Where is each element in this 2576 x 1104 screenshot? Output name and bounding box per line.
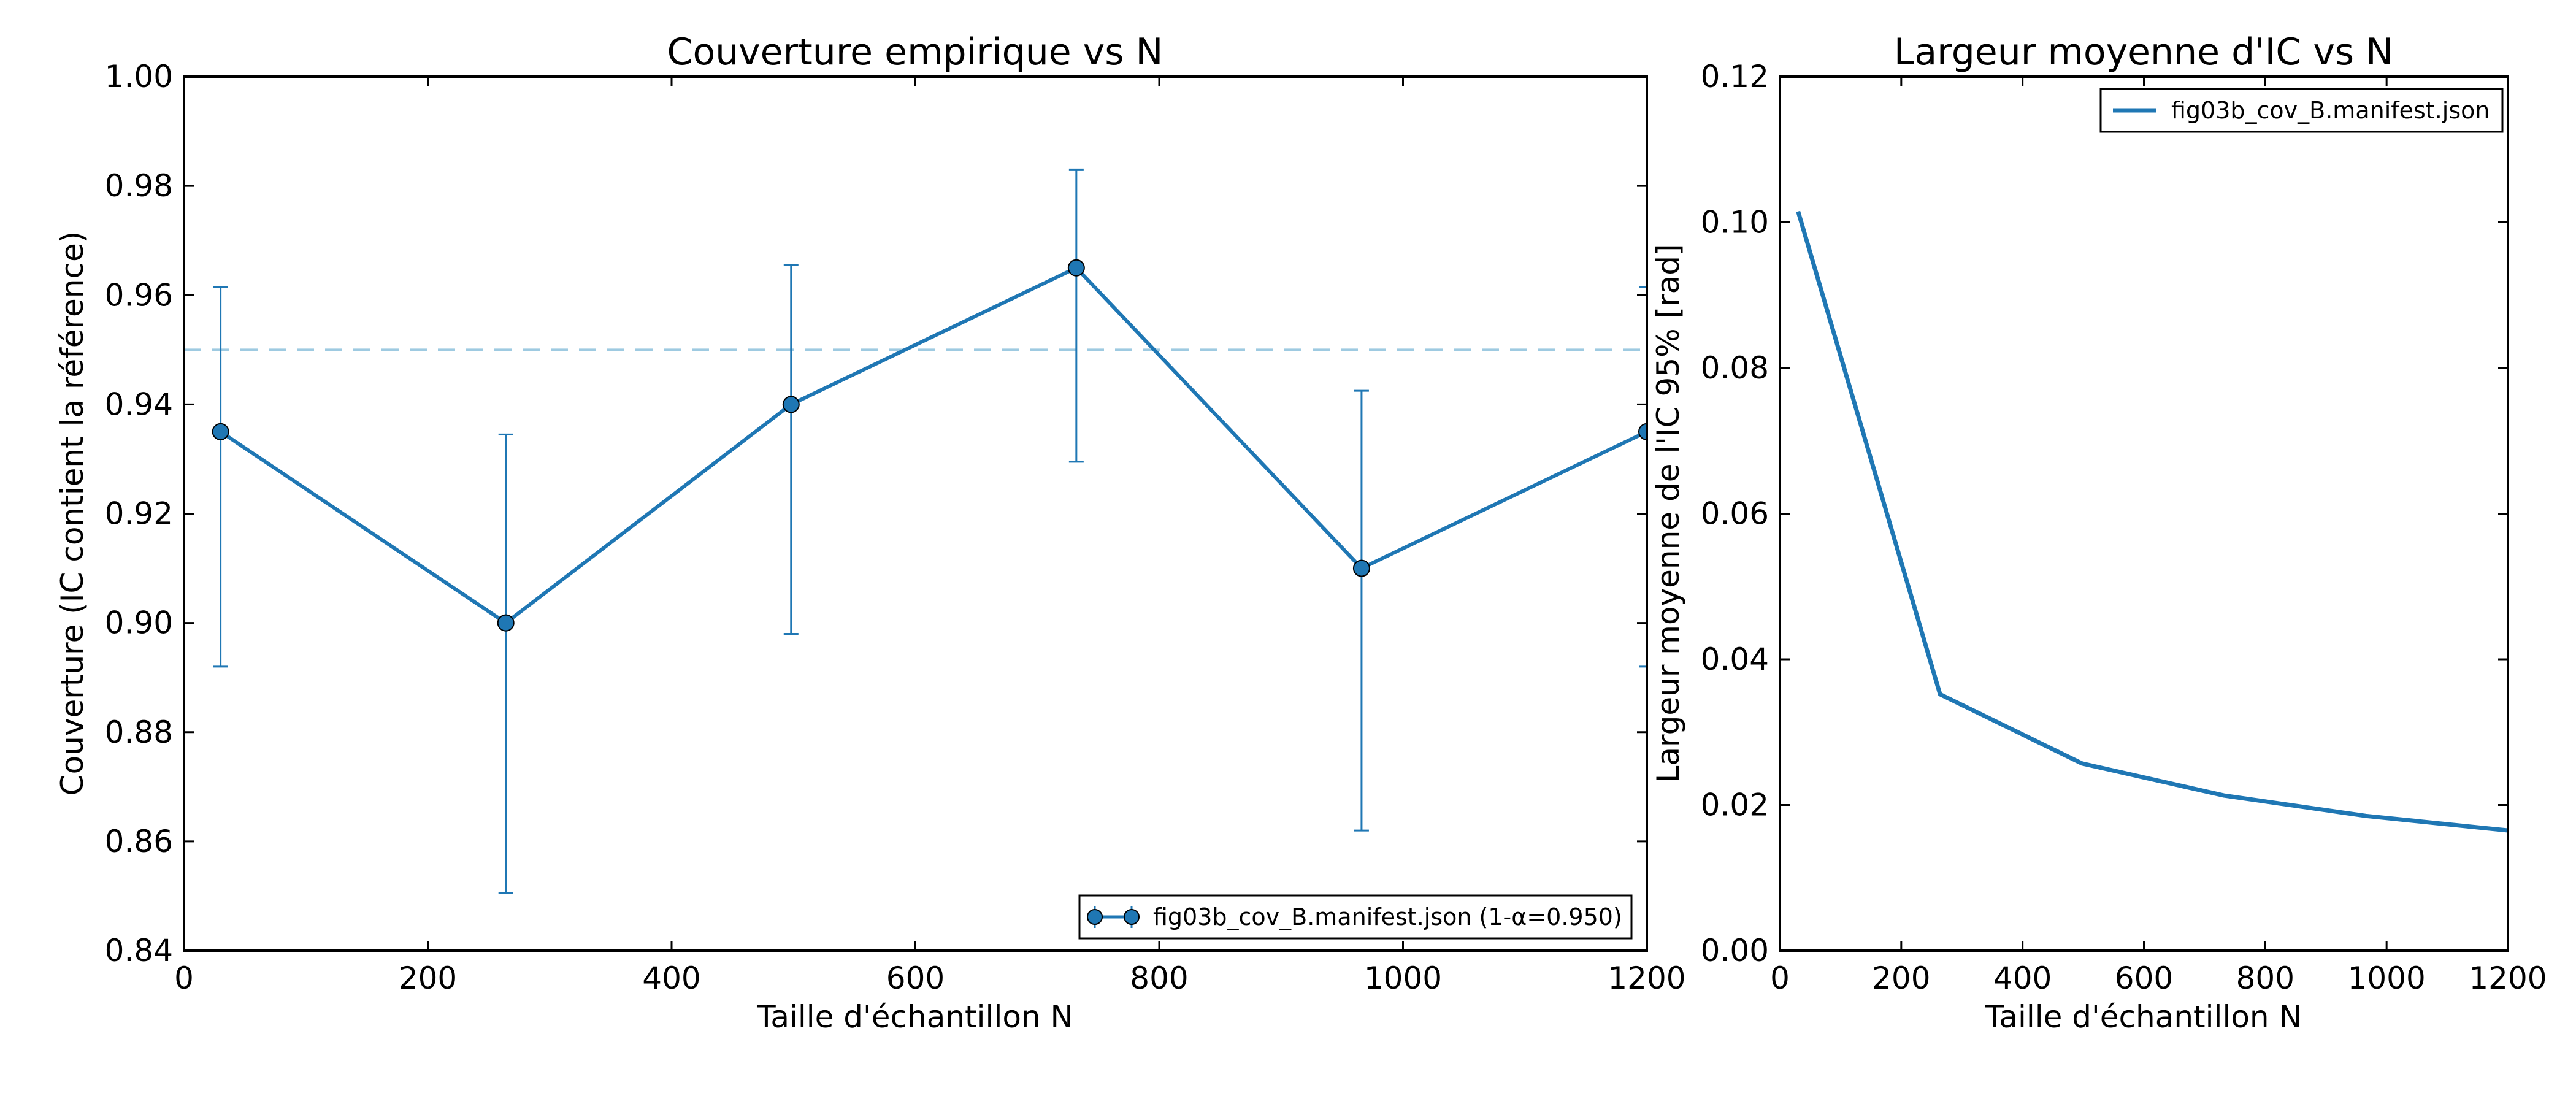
width-chart-title: Largeur moyenne d'IC vs N (1894, 31, 2393, 74)
width-x-tick-label: 1200 (2469, 960, 2547, 996)
width-x-tick-label: 800 (2236, 960, 2294, 996)
coverage-series-line (219, 266, 1647, 625)
coverage-x-tick-label: 1200 (1608, 960, 1685, 996)
coverage-data-point (1352, 559, 1370, 577)
coverage-data-point (1638, 423, 1647, 440)
coverage-legend: fig03b_cov_B.manifest.json (1-α=0.950) (1078, 894, 1633, 940)
width-x-tick-label: 0 (1770, 960, 1790, 996)
coverage-data-point (782, 396, 800, 413)
coverage-legend-marker-right (1124, 909, 1140, 925)
coverage-plot-frame (183, 75, 1648, 952)
coverage-ticks: 0 200 400 600 800 1000 1200 0.84 0.86 0.88 0.90 0.9… (105, 59, 1686, 996)
width-y-tick-label: 0.06 (1701, 496, 1769, 532)
width-ticks: 0 200 400 600 800 1000 1200 0.00 0.02 0.04 0.06 0.0… (1701, 59, 2547, 996)
width-y-tick-label: 0.12 (1701, 59, 1769, 94)
width-series-line (1796, 210, 2508, 833)
coverage-data-point (212, 423, 229, 440)
coverage-y-tick-label: 0.84 (105, 933, 173, 968)
width-chart: Largeur moyenne d'IC vs N 0 200 400 600 800 1… (1650, 31, 2547, 1035)
coverage-legend-label: fig03b_cov_B.manifest.json (1-α=0.950) (1153, 903, 1622, 930)
width-legend-frame (2099, 88, 2504, 133)
coverage-error-bars (213, 168, 1647, 894)
width-y-tick-label: 0.04 (1701, 642, 1769, 677)
coverage-x-axis-label: Taille d'échantillon N (756, 999, 1073, 1035)
width-legend-label: fig03b_cov_B.manifest.json (2171, 97, 2490, 124)
coverage-legend-marker-left (1087, 909, 1103, 925)
width-x-tick-label: 1000 (2348, 960, 2426, 996)
width-x-tick-label: 400 (1993, 960, 2052, 996)
width-x-tick-label: 600 (2115, 960, 2173, 996)
width-legend: fig03b_cov_B.manifest.json (2099, 88, 2504, 133)
width-y-tick-label: 0.00 (1701, 933, 1769, 968)
coverage-y-tick-label: 0.90 (105, 605, 173, 641)
width-series-layer (1796, 210, 2508, 833)
coverage-y-tick-label: 0.94 (105, 386, 173, 422)
width-y-axis-label: Largeur moyenne de l'IC 95% [rad] (1650, 243, 1686, 783)
coverage-chart: Couverture empirique vs N 0 200 400 600 800 1… (55, 31, 1686, 1035)
coverage-x-tick-label: 600 (886, 960, 945, 996)
coverage-y-axis-label: Couverture (IC contient la référence) (55, 231, 90, 795)
coverage-y-tick-label: 0.96 (105, 277, 173, 313)
coverage-y-tick-label: 1.00 (105, 59, 173, 94)
coverage-chart-title: Couverture empirique vs N (667, 31, 1163, 74)
width-y-tick-label: 0.10 (1701, 205, 1769, 240)
coverage-y-tick-label: 0.98 (105, 168, 173, 204)
coverage-x-tick-label: 0 (174, 960, 194, 996)
coverage-series-layer (212, 259, 1647, 632)
width-x-axis-label: Taille d'échantillon N (1985, 999, 2302, 1035)
coverage-y-tick-label: 0.92 (105, 496, 173, 532)
width-y-tick-label: 0.08 (1701, 350, 1769, 386)
coverage-y-tick-label: 0.88 (105, 715, 173, 750)
width-x-tick-label: 200 (1872, 960, 1930, 996)
coverage-x-tick-label: 200 (399, 960, 457, 996)
coverage-legend-frame (1078, 894, 1633, 940)
coverage-x-tick-label: 1000 (1364, 960, 1442, 996)
width-y-tick-label: 0.02 (1701, 788, 1769, 823)
coverage-x-tick-label: 400 (642, 960, 700, 996)
coverage-data-point (1067, 259, 1085, 277)
coverage-x-tick-label: 800 (1130, 960, 1188, 996)
coverage-data-point (497, 614, 515, 632)
coverage-y-tick-label: 0.86 (105, 824, 173, 859)
